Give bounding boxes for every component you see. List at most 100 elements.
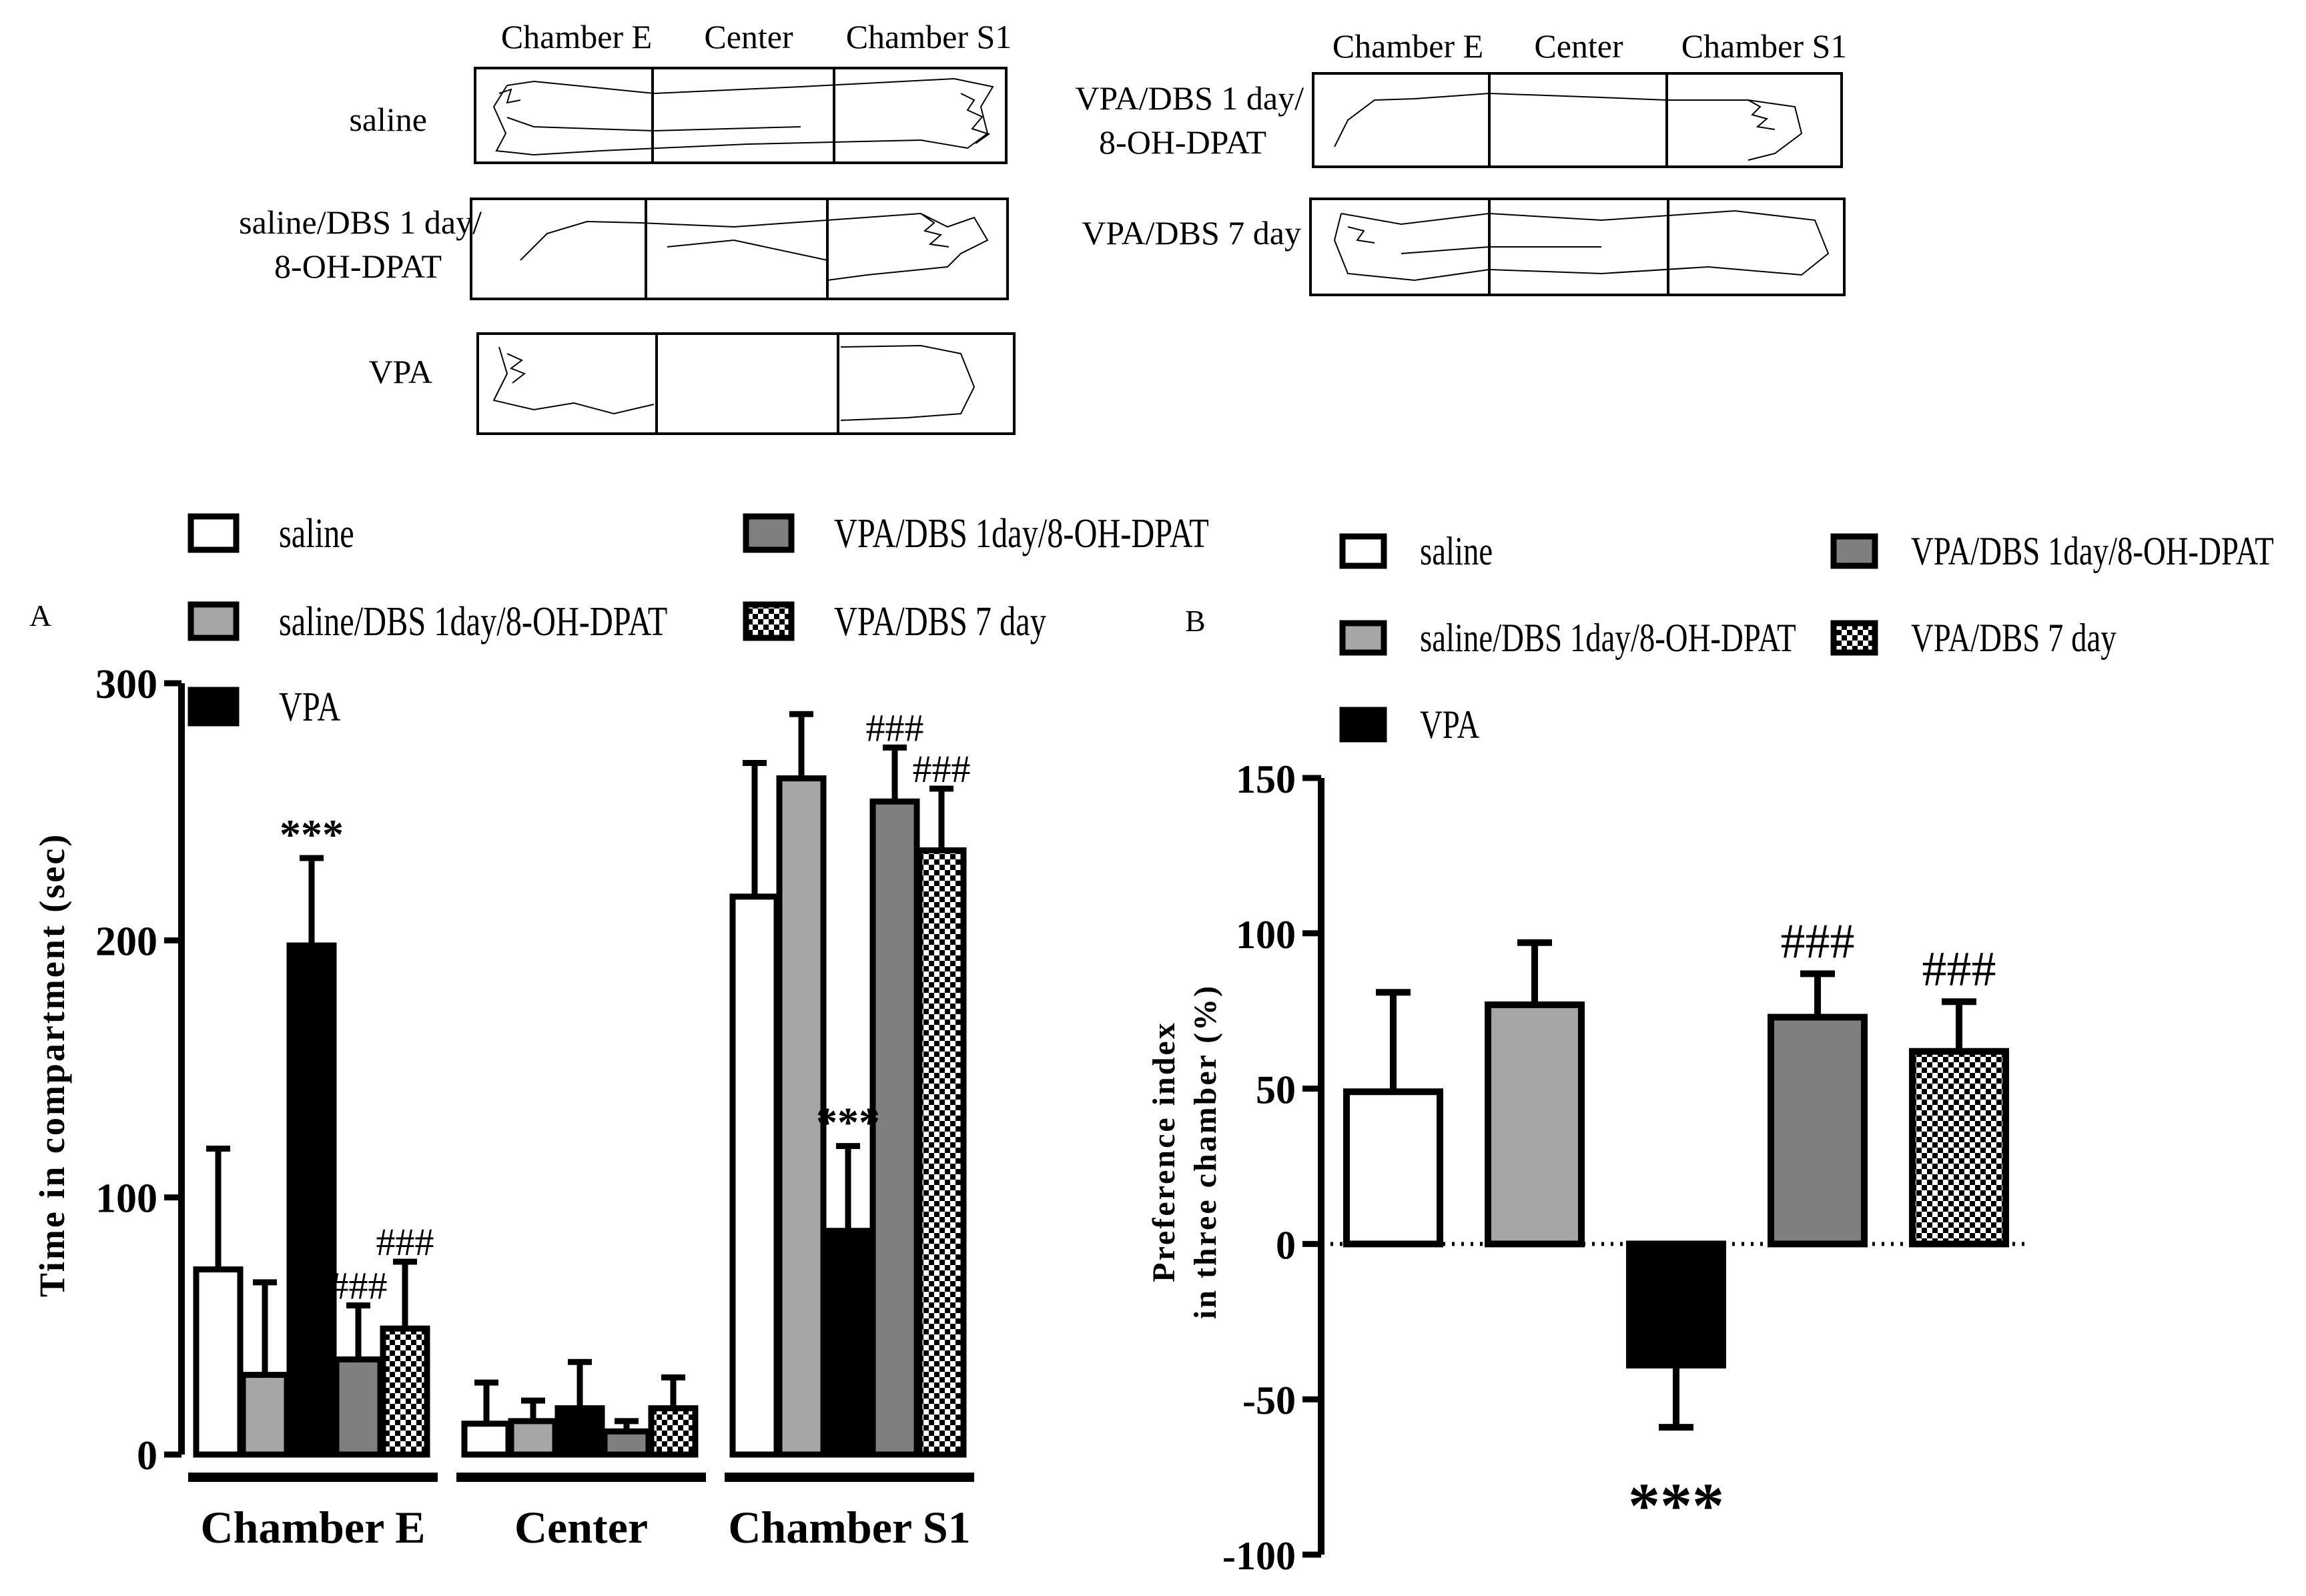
legend-b-item-saline-dbs: saline/DBS 1day/8-OH-DPAT <box>1339 615 1796 660</box>
panel-b-letter: B <box>1185 604 1206 638</box>
legend-b-item-vpa: VPA <box>1339 702 1479 747</box>
track-arena-saline-dbs <box>470 197 1009 300</box>
track-left-header-s1: Chamber S1 <box>846 18 1012 55</box>
chart-b-y-tick-label: -100 <box>1222 1534 1296 1578</box>
chart-b-plot: -100 -50 0 50 100 150 *** ### ### <box>1222 757 2028 1578</box>
chart-a-x-tick-label: Chamber E <box>201 1502 426 1553</box>
chart-a-plot: 0 100 200 300 Chamber E Center Chamber S1 *** ##… <box>95 662 974 1553</box>
legend-a-swatch-saline <box>187 513 240 553</box>
legend-a-label-saline: saline <box>279 510 354 556</box>
chart-a-bar <box>193 1266 244 1458</box>
track-label-saline-dbs-2: 8-OH-DPAT <box>274 248 442 285</box>
legend-a-item-vpa: VPA <box>187 684 340 730</box>
chart-a-bar <box>729 893 780 1458</box>
track-arena-vpa-dbs7 <box>1309 197 1846 296</box>
legend-b-item-vpa-dbs7: VPA/DBS 7 day <box>1830 615 2117 660</box>
track-left-header-center: Center <box>704 18 793 55</box>
chart-a-y-tick-label: 0 <box>137 1433 157 1479</box>
chart-b-bar <box>1626 1240 1726 1368</box>
legend-a-item-saline: saline <box>187 510 354 556</box>
chart-a-bar <box>554 1405 605 1458</box>
chart-a-bar <box>823 1228 873 1458</box>
legend-b-item-vpa-dbs1: VPA/DBS 1day/8-OH-DPAT <box>1830 528 2274 573</box>
chart-a-y-tick-label: 200 <box>95 919 157 964</box>
track-label-vpa-dbs1-1: VPA/DBS 1 day/ <box>1075 79 1304 117</box>
legend-a-label-vpa: VPA <box>279 684 340 730</box>
chart-b-bar <box>1485 1001 1585 1248</box>
chart-a-bar <box>461 1421 512 1458</box>
chart-b-significance-hash: ### <box>1781 914 1855 969</box>
legend-a-label-vpa-dbs7: VPA/DBS 7 day <box>834 598 1046 645</box>
legend-a-item-saline-dbs: saline/DBS 1day/8-OH-DPAT <box>187 598 667 645</box>
tracking-panel: Chamber E Center Chamber S1 Chamber E Ce… <box>239 18 1848 435</box>
track-arena-vpa-dbs1 <box>1312 72 1843 168</box>
legend-a-swatch-vpa-dbs1 <box>743 513 795 553</box>
panel-a-letter: A <box>29 598 51 633</box>
track-label-saline-dbs-1: saline/DBS 1 day/ <box>239 204 482 241</box>
chart-b-bar <box>1768 1014 1868 1248</box>
chart-a-significance-hash: ### <box>913 747 971 791</box>
chart-b-y-tick-label: 0 <box>1276 1223 1296 1267</box>
legend-a-item-vpa-dbs7: VPA/DBS 7 day <box>743 598 1046 645</box>
legend-b-swatch-vpa-dbs1 <box>1830 533 1878 569</box>
legend-b-swatch-saline <box>1339 533 1387 569</box>
legend-b-item-saline: saline <box>1339 528 1493 573</box>
chart-b-y-tick-label: 50 <box>1256 1068 1296 1112</box>
track-arena-vpa <box>476 332 1016 435</box>
legend-a-swatch-vpa-dbs7 <box>743 601 795 641</box>
track-left-header-e: Chamber E <box>501 18 652 55</box>
chart-a-bar <box>916 847 967 1458</box>
chart-b-significance-hash: ### <box>1922 942 1996 997</box>
track-right-header-center: Center <box>1534 27 1623 65</box>
track-label-vpa-dbs7: VPA/DBS 7 day <box>1082 214 1301 252</box>
chart-b-y-tick-label: -50 <box>1242 1378 1296 1423</box>
chart-a-x-tick-label: Chamber S1 <box>728 1502 970 1553</box>
chart-a-bar <box>380 1325 430 1458</box>
chart-a-significance-stars: *** <box>280 811 344 858</box>
panel-a: A saline saline/DBS 1day/8-OH-DPAT VPA V… <box>29 510 1209 1553</box>
track-label-vpa-dbs1-2: 8-OH-DPAT <box>1099 123 1266 161</box>
chart-b-y-label-line1: Preference index <box>1146 1021 1182 1282</box>
chart-a-y-tick-label: 300 <box>95 662 157 707</box>
chart-a-bar <box>508 1418 558 1458</box>
legend-b: saline saline/DBS 1day/8-OH-DPAT VPA VPA… <box>1339 528 2274 747</box>
legend-a-swatch-saline-dbs <box>187 601 240 641</box>
chart-a-bar <box>648 1405 699 1458</box>
chart-a-significance-stars: *** <box>816 1099 880 1146</box>
legend-a-label-saline-dbs: saline/DBS 1day/8-OH-DPAT <box>279 598 667 645</box>
legend-b-label-vpa-dbs1: VPA/DBS 1day/8-OH-DPAT <box>1911 528 2274 573</box>
track-label-saline: saline <box>349 101 427 138</box>
legend-b-label-vpa: VPA <box>1420 702 1479 747</box>
chart-a-significance-hash: ### <box>866 706 924 749</box>
chart-a-significance-hash: ### <box>330 1264 388 1308</box>
chart-b-significance-stars: *** <box>1628 1470 1724 1541</box>
chart-b-bar <box>1343 1088 1443 1248</box>
legend-b-label-saline-dbs: saline/DBS 1day/8-OH-DPAT <box>1420 615 1796 660</box>
chart-b-bar <box>1909 1048 2009 1248</box>
chart-a-bar <box>601 1428 652 1458</box>
legend-b-label-vpa-dbs7: VPA/DBS 7 day <box>1911 615 2117 660</box>
track-label-vpa: VPA <box>369 353 432 390</box>
chart-b-y-tick-label: 100 <box>1236 913 1296 957</box>
track-arena-saline <box>474 67 1008 164</box>
track-right-header-e: Chamber E <box>1332 27 1483 65</box>
chart-a-bar <box>333 1356 384 1458</box>
legend-a-item-vpa-dbs1: VPA/DBS 1day/8-OH-DPAT <box>743 510 1209 556</box>
legend-b-swatch-vpa <box>1339 707 1387 743</box>
legend-a-swatch-vpa <box>187 687 240 727</box>
chart-a-significance-hash: ### <box>376 1220 434 1264</box>
legend-b-label-saline: saline <box>1420 528 1493 573</box>
chart-b-y-label-line2: in three chamber (%) <box>1188 984 1223 1319</box>
chart-a-bar <box>240 1372 290 1458</box>
legend-b-swatch-vpa-dbs7 <box>1830 620 1878 656</box>
track-right-header-s1: Chamber S1 <box>1681 27 1848 65</box>
chart-a-y-tick-label: 100 <box>95 1176 157 1222</box>
chart-a-x-tick-label: Center <box>514 1502 648 1553</box>
chart-a-bar <box>286 942 337 1458</box>
chart-b-y-tick-label: 150 <box>1236 757 1296 801</box>
chart-a-bar <box>776 775 827 1458</box>
chart-b-y-label: Preference index in three chamber (%) <box>1146 984 1223 1319</box>
legend-b-swatch-saline-dbs <box>1339 620 1387 656</box>
chart-a-y-label: Time in compartment (sec) <box>32 833 72 1297</box>
